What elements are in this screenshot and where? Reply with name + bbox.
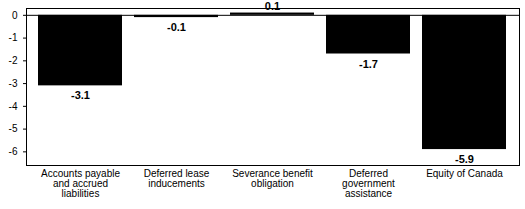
svg-text:0.1: 0.1 (265, 0, 280, 12)
svg-text:-4: -4 (9, 101, 18, 112)
svg-text:Severance benefitobligation: Severance benefitobligation (232, 168, 313, 189)
svg-text:-6: -6 (9, 146, 18, 157)
svg-text:Deferred leaseinducements: Deferred leaseinducements (144, 168, 210, 189)
svg-text:-2: -2 (9, 55, 18, 66)
svg-text:-5: -5 (9, 123, 18, 134)
svg-text:-1.7: -1.7 (359, 58, 378, 70)
svg-text:-5.9: -5.9 (455, 153, 474, 165)
svg-text:0: 0 (12, 10, 18, 21)
svg-text:-3: -3 (9, 78, 18, 89)
svg-text:Deferredgovernmentassistance: Deferredgovernmentassistance (342, 168, 395, 199)
svg-text:Accounts payableand accruedlia: Accounts payableand accruedliabilities (41, 168, 120, 199)
svg-text:-3.1: -3.1 (71, 89, 90, 101)
svg-text:-0.1: -0.1 (167, 21, 186, 33)
svg-text:Equity of Canada: Equity of Canada (426, 168, 503, 179)
svg-text:-1: -1 (9, 32, 18, 43)
